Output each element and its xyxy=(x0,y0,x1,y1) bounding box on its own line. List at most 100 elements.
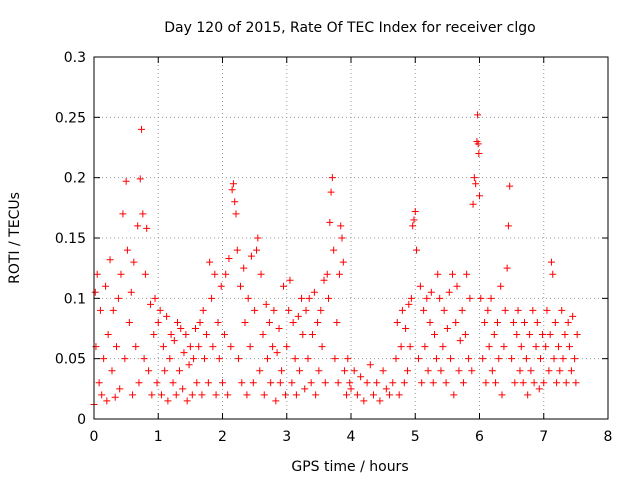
data-point xyxy=(192,325,200,332)
data-point xyxy=(202,331,210,339)
data-point xyxy=(538,331,546,339)
data-point xyxy=(479,355,487,363)
data-point xyxy=(260,391,268,399)
data-point xyxy=(414,355,422,363)
data-point xyxy=(102,282,110,290)
data-point xyxy=(559,355,567,363)
data-point xyxy=(564,318,572,326)
data-point xyxy=(463,270,471,278)
data-point xyxy=(449,270,457,278)
x-tick-label: 1 xyxy=(154,429,163,445)
data-point xyxy=(177,325,185,332)
data-point xyxy=(573,331,581,339)
data-point xyxy=(227,343,235,351)
data-point xyxy=(222,270,230,278)
data-point xyxy=(147,300,155,308)
y-tick-label: 0.25 xyxy=(55,110,86,126)
data-point xyxy=(114,294,122,302)
data-point xyxy=(482,379,490,387)
data-point xyxy=(109,306,117,314)
data-point xyxy=(344,355,352,363)
data-point xyxy=(569,312,577,320)
data-point xyxy=(220,331,228,339)
data-point xyxy=(327,188,335,196)
data-point xyxy=(490,331,498,339)
data-point xyxy=(100,355,108,363)
data-point xyxy=(400,379,408,387)
data-point xyxy=(461,331,469,339)
data-point xyxy=(562,379,570,387)
data-point xyxy=(555,343,563,351)
data-point xyxy=(164,397,172,405)
data-point xyxy=(285,306,293,314)
y-tick-label: 0.3 xyxy=(64,50,86,66)
data-point xyxy=(328,174,336,182)
data-point xyxy=(550,355,558,363)
data-point xyxy=(338,234,346,242)
data-point xyxy=(470,174,478,182)
data-point xyxy=(398,306,406,314)
data-point xyxy=(246,343,254,351)
data-point xyxy=(519,379,527,387)
data-point xyxy=(524,391,532,399)
data-point xyxy=(229,180,237,188)
data-point xyxy=(119,210,127,218)
data-point xyxy=(516,367,524,375)
data-point xyxy=(91,288,99,296)
data-point xyxy=(335,270,343,278)
data-point xyxy=(337,222,345,230)
data-point xyxy=(167,331,175,339)
data-point xyxy=(497,282,505,290)
data-point xyxy=(195,343,203,351)
data-point xyxy=(565,343,573,351)
data-point xyxy=(95,379,103,387)
data-point xyxy=(326,218,334,226)
data-point xyxy=(289,318,297,326)
data-point xyxy=(122,177,130,185)
data-point xyxy=(553,379,561,387)
data-point xyxy=(235,355,243,363)
data-point xyxy=(302,306,310,314)
data-point xyxy=(343,391,351,399)
data-point xyxy=(263,355,271,363)
data-point xyxy=(456,337,464,345)
data-point xyxy=(436,294,444,302)
data-point xyxy=(219,379,226,387)
data-point xyxy=(125,318,133,326)
data-point xyxy=(190,355,198,363)
data-point xyxy=(130,258,138,266)
data-point xyxy=(432,355,440,363)
data-point xyxy=(236,282,244,290)
data-point xyxy=(567,367,575,375)
data-point xyxy=(201,355,209,363)
data-point xyxy=(231,198,239,206)
data-point xyxy=(558,306,566,314)
data-point xyxy=(256,367,264,375)
data-point xyxy=(323,270,331,278)
data-point xyxy=(540,379,548,387)
data-point xyxy=(431,331,439,339)
data-point xyxy=(269,343,277,351)
data-point xyxy=(196,318,204,326)
data-point xyxy=(325,294,333,302)
data-point xyxy=(254,234,262,242)
data-point xyxy=(421,343,429,351)
data-point xyxy=(379,367,387,375)
data-point xyxy=(280,282,288,290)
data-point xyxy=(315,367,323,375)
data-point xyxy=(474,111,482,119)
data-point xyxy=(501,306,509,314)
data-point xyxy=(506,182,514,190)
data-point xyxy=(232,210,240,218)
data-point xyxy=(406,343,414,351)
data-point xyxy=(243,391,251,399)
data-point xyxy=(407,294,415,302)
data-point xyxy=(363,379,371,387)
data-point xyxy=(257,270,265,278)
data-point xyxy=(225,255,233,263)
data-point xyxy=(418,379,426,387)
data-point xyxy=(198,391,206,399)
data-point xyxy=(542,343,550,351)
data-point xyxy=(159,343,167,351)
data-point xyxy=(270,306,278,314)
